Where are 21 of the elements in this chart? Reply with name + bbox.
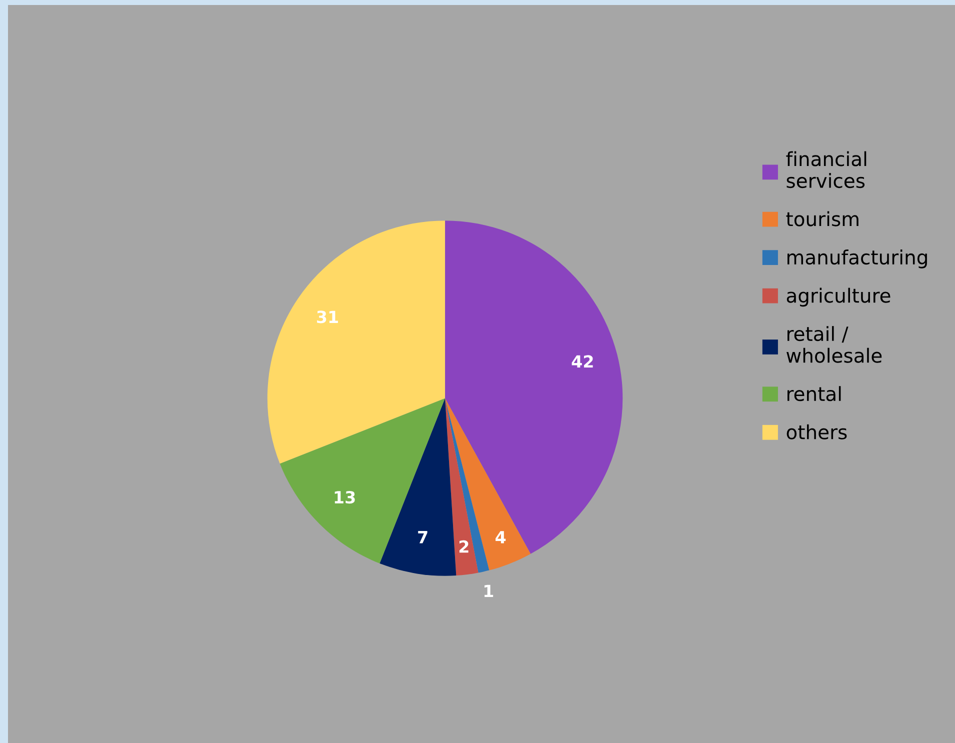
legend-label: rental	[788, 386, 841, 402]
data-label: 1	[484, 584, 494, 597]
legend-label: manufacturing	[788, 250, 927, 268]
data-label: 7	[418, 531, 428, 544]
legend-label: retail / wholesale	[786, 326, 882, 363]
legend-label: others	[786, 424, 847, 440]
pie-slice	[445, 398, 478, 576]
pie-slice	[445, 220, 623, 554]
legend-label: tourism	[786, 211, 858, 226]
pie-slice	[280, 398, 446, 564]
data-label: 42	[572, 355, 593, 368]
pie-slice	[445, 398, 490, 573]
data-label: 2	[459, 540, 468, 553]
data-label: 31	[317, 310, 338, 324]
legend-label: agriculture	[786, 288, 890, 307]
legend-label: financial services	[786, 151, 866, 188]
pie-slice	[380, 398, 456, 576]
pie-slice	[267, 220, 446, 464]
data-label: 4	[496, 531, 506, 544]
pie-slice	[445, 398, 531, 570]
data-label: 13	[334, 490, 355, 504]
